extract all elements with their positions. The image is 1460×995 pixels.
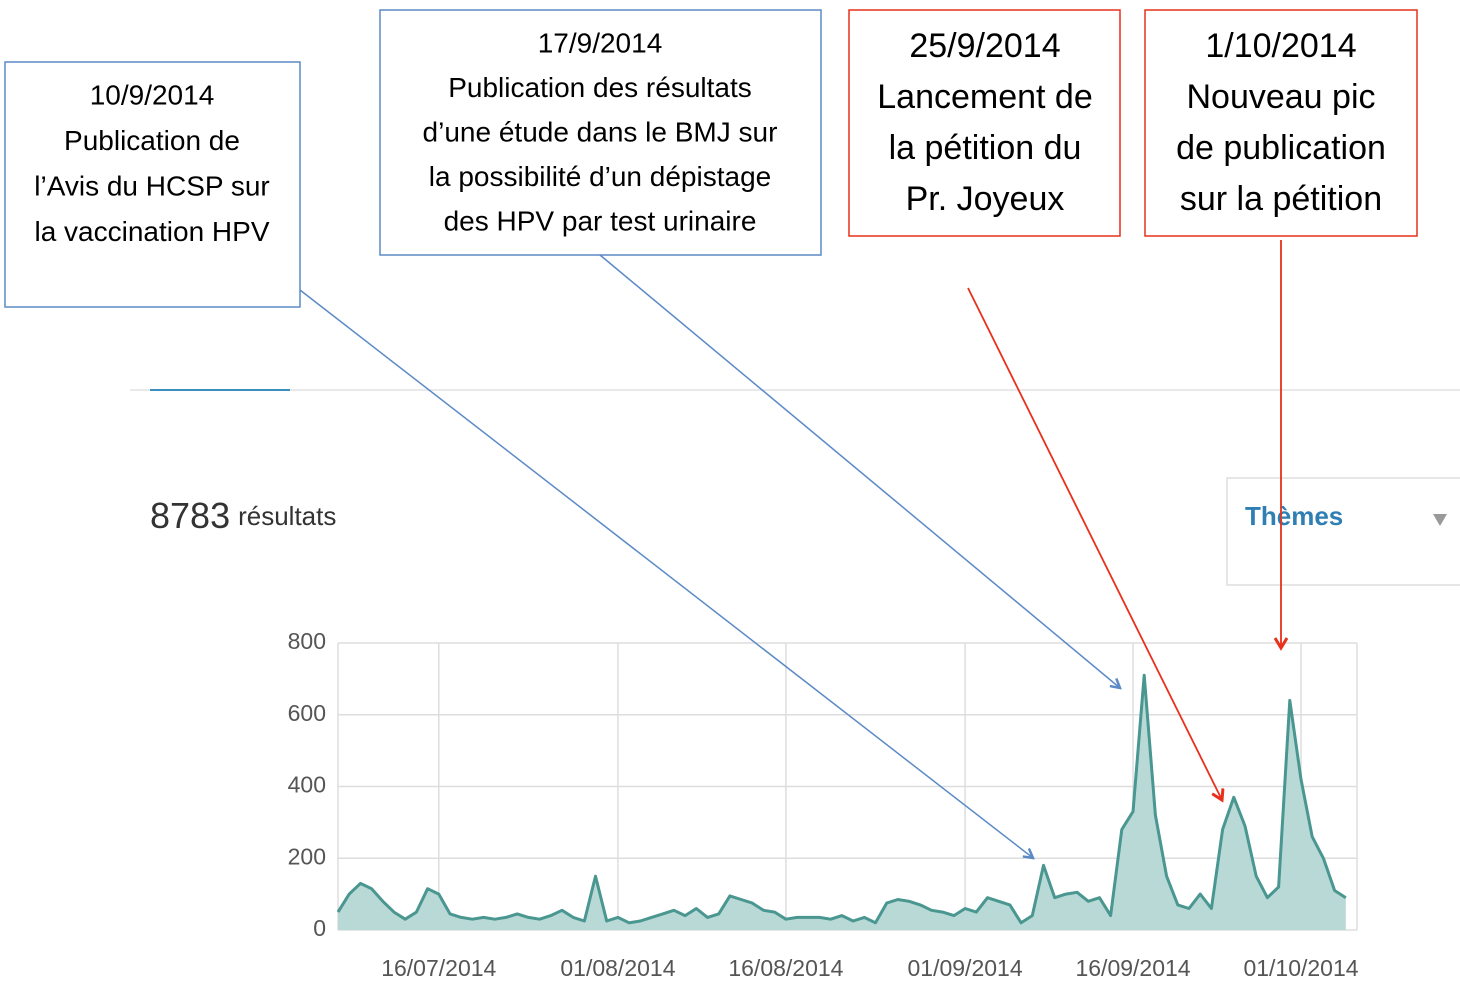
arrow: [599, 254, 1120, 688]
y-tick-label: 800: [288, 628, 326, 654]
dropdown-caret: [1433, 514, 1447, 526]
y-tick-label: 600: [288, 700, 326, 726]
plot: 0 200 400 600 800 16/07/2014 01/08/2014 16/08/2…: [288, 628, 1359, 981]
x-tick-label: 01/08/2014: [560, 955, 675, 981]
annotation-line: sur la pétition: [1180, 180, 1382, 218]
results-count: 8783: [150, 495, 230, 536]
results-header: 8783 résultats: [150, 495, 336, 536]
annotation-line: Publication de: [64, 125, 240, 156]
annotation-line: la pétition du: [889, 129, 1082, 167]
results-label: résultats: [238, 501, 336, 531]
y-tick-label: 400: [288, 772, 326, 798]
annotation-line: 17/9/2014: [538, 27, 663, 58]
x-tick-label: 16/08/2014: [728, 955, 843, 981]
annotation-line: Publication des résultats: [448, 72, 752, 103]
annotation-box: [848, 9, 1121, 237]
annotation-box: [4, 61, 301, 308]
filter-dropdown[interactable]: [1226, 477, 1460, 586]
annotation-line: la vaccination HPV: [34, 216, 269, 247]
arrow: [967, 287, 1222, 800]
line: [336, 673, 1347, 925]
annotation-line: Nouveau pic: [1186, 78, 1375, 116]
annotation-line: 25/9/2014: [909, 27, 1060, 65]
annotation-line: l’Avis du HCSP sur: [34, 170, 270, 201]
y-tick-label: 0: [313, 915, 326, 941]
annotations: 10/9/2014 Publication de l’Avis du HCSP su…: [34, 27, 1386, 247]
annotation-line: la possibilité d’un dépistage: [429, 161, 771, 192]
y-tick-label: 200: [288, 843, 326, 869]
annotation-line: 10/9/2014: [90, 79, 215, 110]
annotation-line: Lancement de: [877, 78, 1093, 116]
annotation-box: [1144, 9, 1418, 237]
x-tick-label: 01/09/2014: [908, 955, 1023, 981]
arrow: [299, 289, 1033, 858]
area: [338, 675, 1346, 930]
x-tick-label: 16/09/2014: [1075, 955, 1190, 981]
x-tick-label: 01/10/2014: [1243, 955, 1358, 981]
annotation-line: des HPV par test urinaire: [444, 205, 757, 236]
filter-label[interactable]: Thèmes: [1245, 501, 1343, 531]
annotation-line: de publication: [1176, 129, 1386, 167]
annotation-line: 1/10/2014: [1205, 27, 1356, 65]
annotation-line: d’une étude dans le BMJ sur: [423, 116, 778, 147]
annotation-line: Pr. Joyeux: [906, 180, 1065, 218]
x-tick-label: 16/07/2014: [381, 955, 496, 981]
